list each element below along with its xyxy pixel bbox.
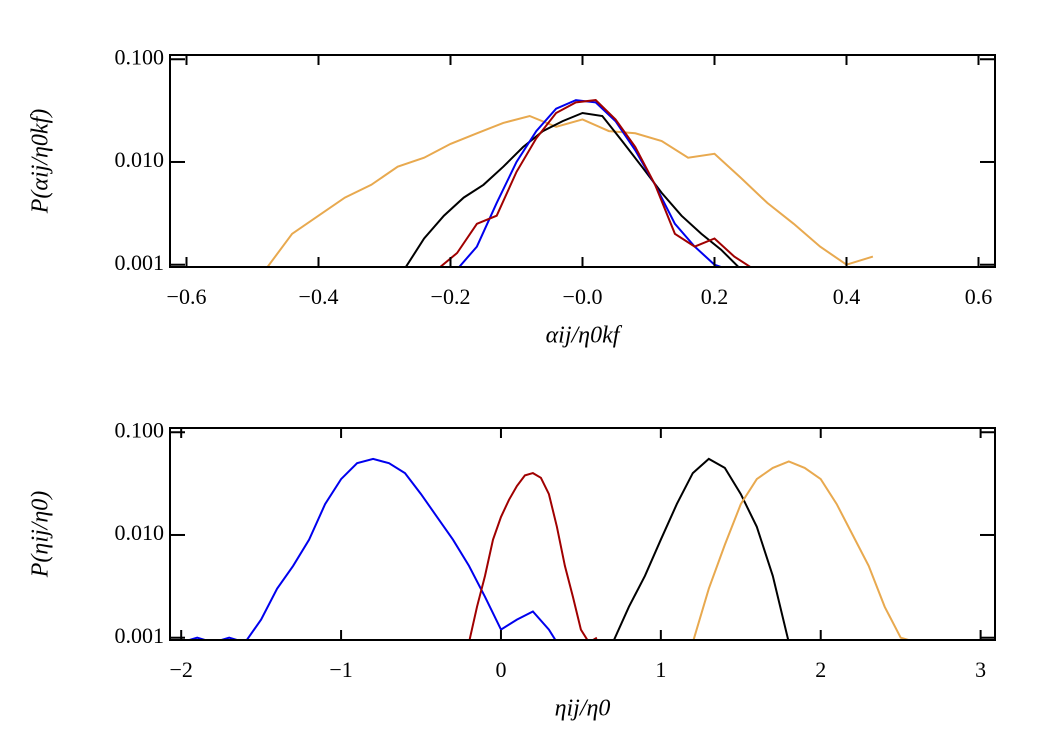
x-tick-label: −1 xyxy=(329,657,352,682)
series-group xyxy=(266,99,874,267)
x-tick-label: −0.0 xyxy=(563,284,603,309)
axes-frame xyxy=(169,54,996,268)
data-line xyxy=(404,111,740,267)
panel: −2 −1 0 1 2 3 0.001 0.010 0.100 ηij/η0 P(ηij/η0) xyxy=(28,417,996,722)
data-line xyxy=(612,457,790,640)
x-tick-label: −2 xyxy=(169,657,192,682)
y-tick-label: 0.001 xyxy=(115,250,165,275)
x-tick-label: 0.6 xyxy=(965,284,993,309)
x-tick-label: 2 xyxy=(815,657,826,682)
x-tick-label: −0.4 xyxy=(299,284,339,309)
y-axis-label: P(ηij/η0) xyxy=(28,491,54,578)
axes-frame xyxy=(169,427,996,641)
series-group xyxy=(185,457,913,640)
data-line xyxy=(457,99,724,267)
data-line xyxy=(185,457,557,640)
y-tick-label: 0.001 xyxy=(115,623,165,648)
y-tick-label: 0.100 xyxy=(115,44,165,69)
data-line xyxy=(692,460,913,640)
x-tick-label: 1 xyxy=(655,657,666,682)
panel: −0.6 −0.4 −0.2 −0.0 0.2 0.4 0.6 0.001 0.010 0.100… xyxy=(28,44,996,349)
y-tick-label: 0.010 xyxy=(115,520,165,545)
y-tick-label: 0.010 xyxy=(115,147,165,172)
data-line xyxy=(438,99,753,267)
data-line xyxy=(468,472,598,640)
x-tick-label: 0.2 xyxy=(701,284,729,309)
x-tick-label: 0 xyxy=(495,657,506,682)
x-axis-label: ηij/η0 xyxy=(555,696,611,722)
x-tick-label: 3 xyxy=(975,657,986,682)
y-tick-label: 0.100 xyxy=(115,417,165,442)
x-tick-label: 0.4 xyxy=(833,284,861,309)
x-tick-label: −0.2 xyxy=(431,284,471,309)
y-axis-label: P(αij/η0kf) xyxy=(28,109,54,214)
data-line xyxy=(266,114,874,267)
x-axis-label: αij/η0kf xyxy=(546,323,623,349)
x-tick-label: −0.6 xyxy=(167,284,207,309)
